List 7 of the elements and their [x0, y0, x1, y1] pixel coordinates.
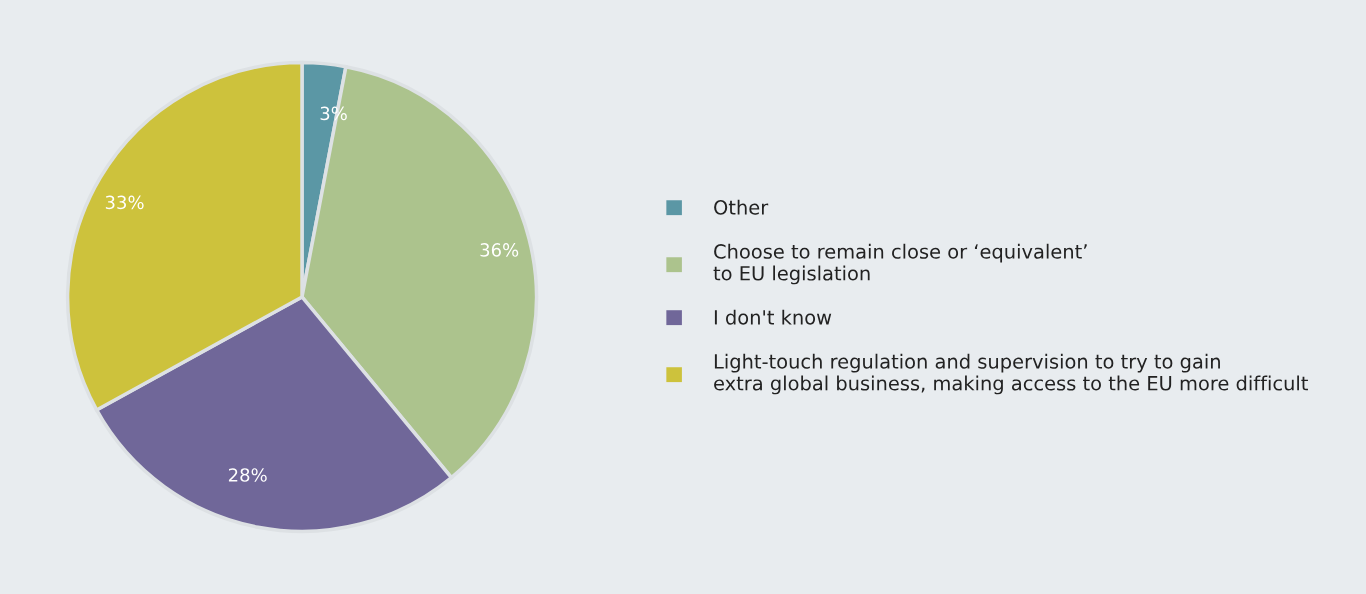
- legend-label: Other: [714, 199, 769, 215]
- data-label: 28%: [228, 468, 267, 482]
- data-label: 36%: [480, 243, 519, 257]
- legend-label: I don't know: [714, 309, 832, 325]
- legend-label: Light-touch regulation and supervision to try to gain extra global business, making access to the EU more difficult: [714, 353, 1308, 395]
- data-label: 33%: [105, 195, 144, 210]
- legend-label: Choose to remain close or ‘equivalent’ to EU legislation: [713, 243, 1087, 285]
